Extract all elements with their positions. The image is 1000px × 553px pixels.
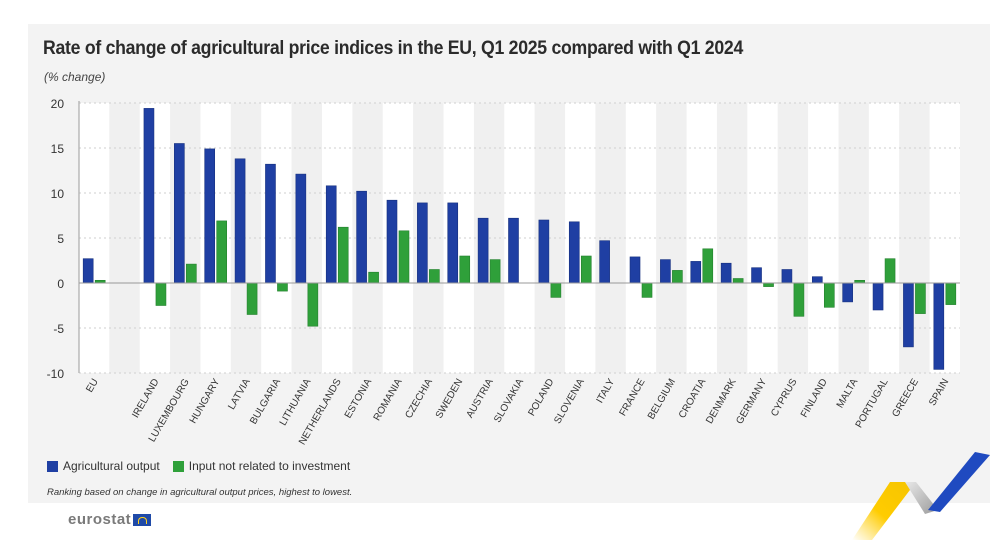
legend-swatch-output bbox=[47, 460, 58, 472]
y-tick-label: 5 bbox=[57, 232, 64, 246]
swoosh-blue bbox=[928, 452, 990, 512]
legend-item-input: Input not related to investment bbox=[172, 459, 351, 473]
category-band bbox=[777, 103, 809, 373]
unit-label: (% change) bbox=[44, 70, 106, 84]
y-tick-label: -5 bbox=[53, 322, 64, 336]
ranking-note: Ranking based on change in agricultural … bbox=[47, 487, 353, 498]
y-tick-label: 10 bbox=[51, 187, 65, 201]
legend-swatch-input bbox=[172, 460, 184, 472]
swoosh-yellow bbox=[852, 482, 916, 540]
eu-flag-icon bbox=[133, 513, 152, 526]
category-band bbox=[838, 103, 869, 373]
y-tick-label: 15 bbox=[51, 142, 65, 156]
y-tick-label: 0 bbox=[57, 277, 64, 291]
category-band bbox=[686, 103, 717, 373]
legend-label-output: Agricultural output bbox=[63, 459, 160, 473]
chart-title: Rate of change of agricultural price ind… bbox=[43, 38, 743, 59]
category-band bbox=[747, 103, 778, 373]
category-band bbox=[808, 103, 839, 373]
legend: Agricultural output Input not related to… bbox=[47, 459, 363, 473]
category-band bbox=[656, 103, 687, 373]
y-tick-label: 20 bbox=[51, 97, 65, 111]
swoosh-grey bbox=[905, 482, 938, 514]
legend-label-input: Input not related to investment bbox=[188, 459, 351, 473]
eurostat-logo-text: eurostat bbox=[68, 511, 132, 528]
category-band bbox=[716, 103, 748, 373]
y-tick-label: -10 bbox=[47, 367, 65, 381]
eurostat-logo: eurostat bbox=[68, 511, 152, 528]
legend-item-output: Agricultural output bbox=[47, 459, 160, 473]
